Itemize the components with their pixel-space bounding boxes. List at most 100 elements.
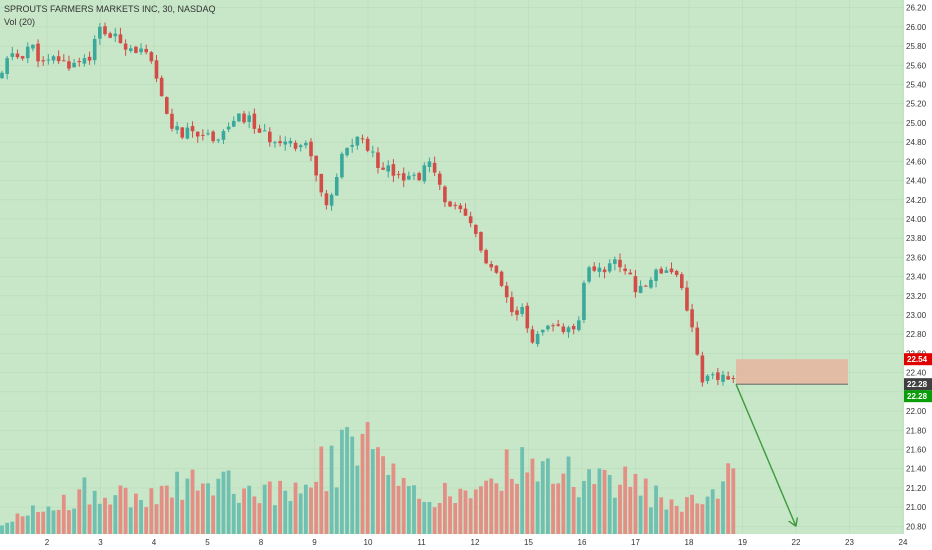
time-axis[interactable]: 2 3 4 5 8 9 10 11 12 15 16 17 18 19 22 23 24 [45,538,908,547]
volume-bar [453,503,458,534]
candle-body [273,142,277,144]
candle-body [602,269,607,273]
time-tick-label: 10 [364,538,373,547]
candle-body [350,145,354,147]
volume-bar [164,485,169,534]
time-axis-background [0,534,932,550]
volume-bar [180,499,185,534]
candle-body [468,216,473,224]
candle-body [216,139,221,141]
time-tick-label: 4 [152,538,157,547]
volume-bar [319,446,324,534]
volume-bar [123,487,128,534]
volume-bar [612,497,617,534]
candle-body [535,333,540,345]
candle-body [525,305,530,329]
volume-bar [659,497,664,534]
volume-bar [422,502,427,534]
candle-body [680,274,684,289]
candle-body [391,164,396,176]
candle-body [597,267,602,272]
volume-bar [463,490,468,534]
candle-body [705,375,710,381]
candle-body [237,113,241,122]
volume-bar [257,503,262,534]
price-tick-label: 23.00 [906,311,927,320]
candles [0,22,736,387]
candle-body [25,46,30,59]
candle-body [607,263,612,272]
candle-body [396,174,401,176]
price-tick-label: 24.00 [906,215,927,224]
projected-drop[interactable] [735,383,797,527]
volume-bar [190,469,195,534]
volume-bar [329,445,334,534]
candle-body [20,56,25,59]
candle-body [618,259,622,268]
volume-bar [288,501,293,534]
candle-body [242,113,246,123]
candle-body [489,264,494,268]
time-tick-label: 15 [524,538,533,547]
volume-label: Vol (20) [4,17,35,27]
candle-body [407,175,411,180]
volume-bar [149,488,154,534]
candle-body [278,141,282,144]
candle-body [371,151,375,153]
volume-bar [360,433,365,534]
volume-bar [144,507,149,534]
time-tick-label: 2 [45,538,50,547]
volume-bar [118,485,123,534]
price-tag-green [904,390,932,403]
candle-body [628,272,633,275]
resistance-zone[interactable] [736,359,848,385]
candle-body [15,53,20,58]
volume-bar [479,486,483,534]
candle-body [268,131,272,143]
price-tick-label: 25.20 [906,100,927,109]
volume-bar [669,499,674,534]
candle-body [360,138,365,140]
volume-bar [113,495,118,534]
candle-body [185,127,190,139]
volume-bar [494,483,499,534]
volume-bar [386,474,391,534]
price-tick-label: 20.80 [906,522,927,531]
price-tick-label: 25.60 [906,61,927,70]
volume-bar [350,436,355,534]
volume-bar [56,509,61,534]
candle-body [329,194,334,206]
candle-body [103,26,107,35]
candle-body [10,53,15,57]
candle-body [211,131,215,142]
volume-bar [175,471,179,534]
volume-bar [211,495,216,534]
volume-bar [139,500,143,534]
candle-body [437,173,442,185]
candle-body [118,34,123,44]
candle-body [638,285,643,293]
candle-body [448,201,452,207]
volume-bar [654,485,658,534]
price-tick-label: 21.00 [906,503,927,512]
candle-body [257,128,262,133]
volume-bar [10,521,15,534]
volume-bar [51,510,56,534]
candle-body [386,165,391,172]
candle-body [381,167,385,170]
candle-body [231,120,236,127]
candle-body [123,43,128,50]
volume-bar [355,465,360,534]
volume-bar [231,493,236,534]
volume-bar [592,484,597,534]
volume-bar [381,456,385,534]
volume-bar [443,482,447,534]
candle-body [685,287,689,311]
volume-bar [412,485,416,534]
volume-bar [721,481,725,534]
time-tick-label: 9 [312,538,317,547]
price-tick-label: 24.40 [906,177,927,186]
volume-bar [324,491,329,534]
time-tick-label: 19 [738,538,747,547]
